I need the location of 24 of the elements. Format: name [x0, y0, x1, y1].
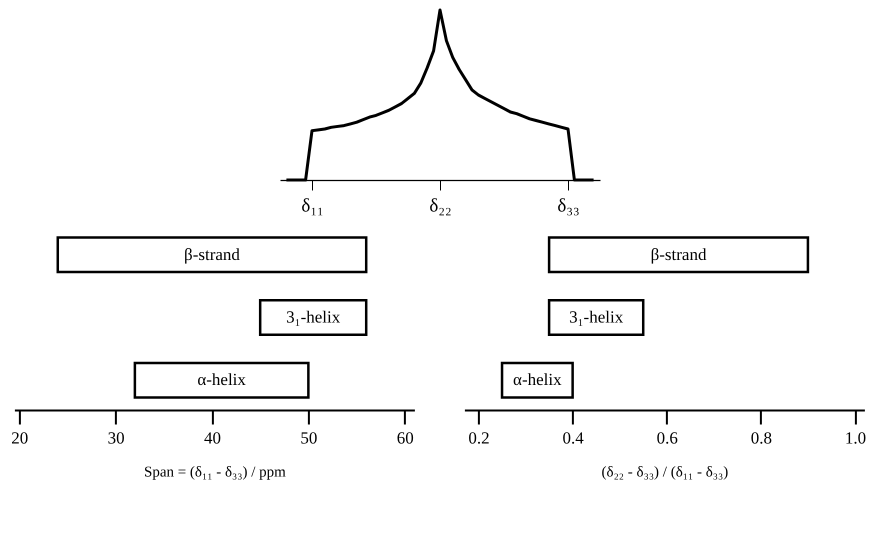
x-tick-label: δ₂₂: [429, 196, 452, 216]
bar: [548, 236, 810, 274]
x-tick-label: 60: [396, 428, 414, 448]
x-tick-label: δ₁₁: [301, 196, 324, 216]
y-tick-label: α-helix: [513, 370, 562, 390]
x-tick-label: 0.6: [656, 428, 678, 448]
x-tick-label: 1.0: [844, 428, 866, 448]
x-tick-label: 50: [300, 428, 318, 448]
x-tick-label: 20: [11, 428, 28, 448]
bar: [500, 362, 574, 399]
y-tick-label: β-strand: [184, 244, 240, 264]
y-tick-label: 3₁-helix: [286, 308, 341, 326]
y-tick-label: 3₁-helix: [569, 308, 624, 326]
x-tick-label: 0.8: [750, 428, 772, 448]
x-tick-label: 40: [204, 428, 221, 448]
bar: [548, 299, 644, 336]
x-tick-label: 0.2: [468, 428, 490, 448]
x-axis-title: (δ₂₂ - δ₃₃) / (δ₁₁ - δ₃₃): [602, 464, 728, 480]
x-axis-title: Span = (δ₁₁ - δ₃₃) / ppm: [144, 464, 286, 480]
y-tick-label: β-strand: [650, 244, 707, 264]
y-tick-label: α-helix: [197, 370, 246, 390]
x-tick-label: δ₃₃: [557, 196, 580, 216]
x-tick-label: 0.4: [562, 428, 584, 448]
x-tick-label: 30: [108, 428, 125, 448]
